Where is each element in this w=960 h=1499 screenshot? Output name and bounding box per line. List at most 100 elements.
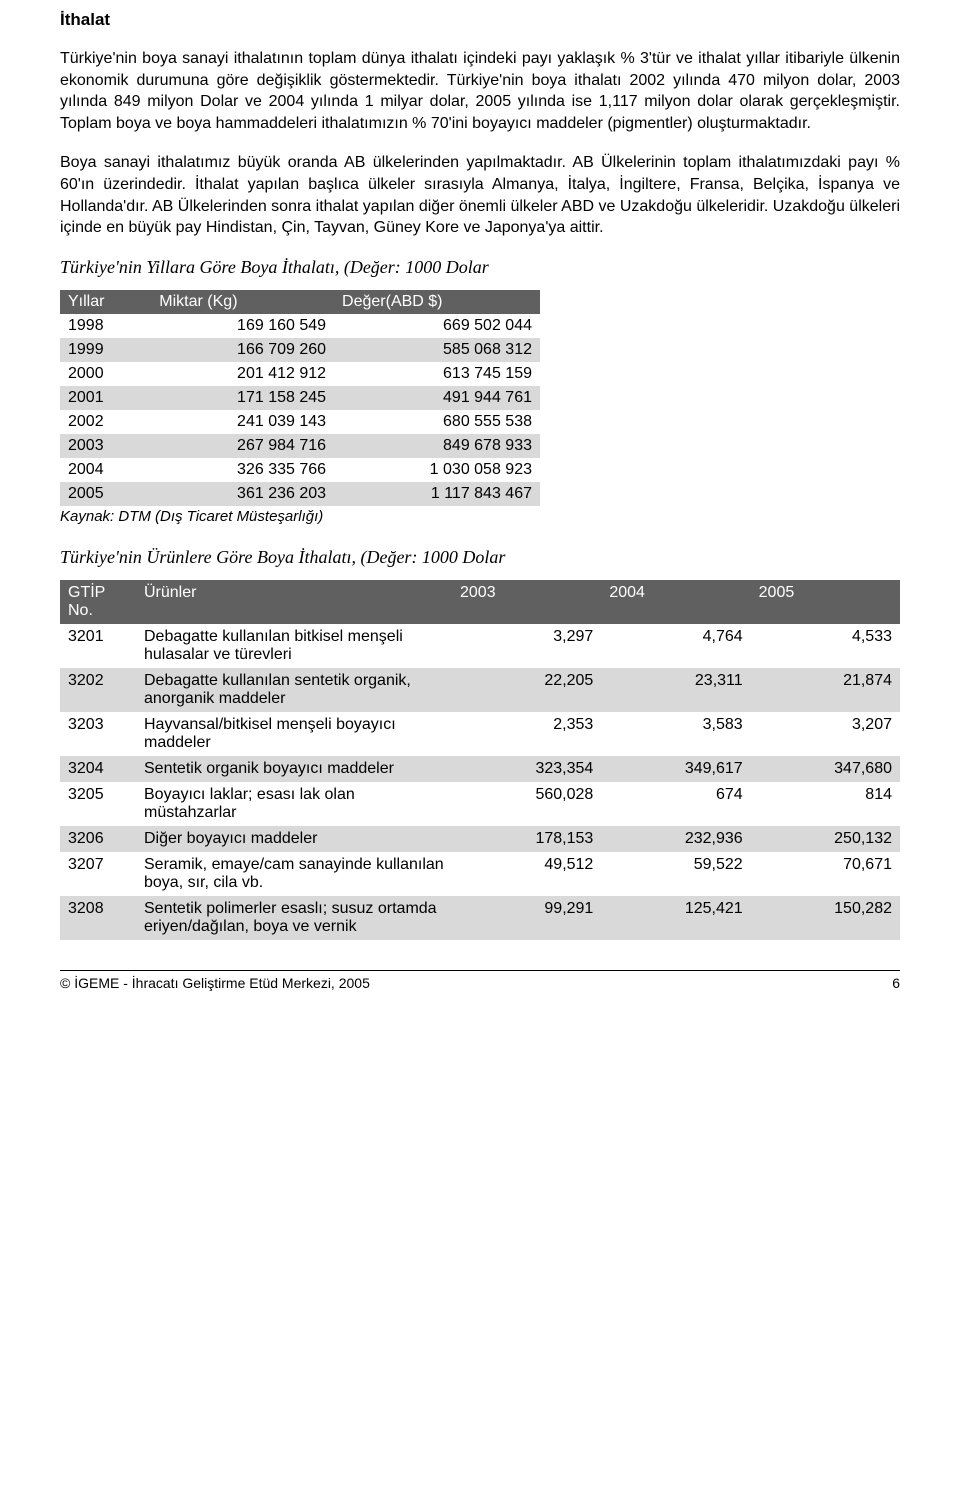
cell-value: 680 555 538 [334,410,540,434]
cell-gtip: 3206 [60,826,136,852]
table-product-import: GTİP No. Ürünler 2003 2004 2005 3201Deba… [60,580,900,940]
cell-2003: 2,353 [452,712,601,756]
table-row: 2000201 412 912613 745 159 [60,362,540,386]
cell-product: Seramik, emaye/cam sanayinde kullanılan … [136,852,452,896]
table2-h-product: Ürünler [136,580,452,624]
table1-h-year: Yıllar [60,290,151,314]
table-row: 2001171 158 245491 944 761 [60,386,540,410]
cell-2003: 323,354 [452,756,601,782]
cell-2003: 99,291 [452,896,601,940]
cell-product: Sentetik polimerler esaslı; susuz ortamd… [136,896,452,940]
table-row: 3205Boyayıcı laklar; esası lak olan müst… [60,782,900,826]
table2-h-2003: 2003 [452,580,601,624]
cell-qty: 267 984 716 [151,434,334,458]
table-row: 2003267 984 716849 678 933 [60,434,540,458]
cell-2004: 4,764 [601,624,750,668]
paragraph-1: Türkiye'nin boya sanayi ithalatının topl… [60,48,900,134]
cell-2004: 59,522 [601,852,750,896]
cell-2003: 178,153 [452,826,601,852]
footer-copyright: © İGEME - İhracatı Geliştirme Etüd Merke… [60,975,370,991]
cell-2005: 4,533 [751,624,900,668]
cell-year: 2003 [60,434,151,458]
table-row: 3206Diğer boyayıcı maddeler178,153232,93… [60,826,900,852]
table-row: 3202Debagatte kullanılan sentetik organi… [60,668,900,712]
cell-2003: 3,297 [452,624,601,668]
cell-2004: 125,421 [601,896,750,940]
cell-gtip: 3201 [60,624,136,668]
table2-title: Türkiye'nin Ürünlere Göre Boya İthalatı,… [60,547,900,568]
table-row: 3201Debagatte kullanılan bitkisel menşel… [60,624,900,668]
cell-2003: 49,512 [452,852,601,896]
table1-title: Türkiye'nin Yillara Göre Boya İthalatı, … [60,257,900,278]
table-row: 1999166 709 260585 068 312 [60,338,540,362]
table-row: 3207Seramik, emaye/cam sanayinde kullanı… [60,852,900,896]
table2-h-gtip: GTİP No. [60,580,136,624]
cell-2004: 23,311 [601,668,750,712]
cell-2005: 21,874 [751,668,900,712]
cell-qty: 361 236 203 [151,482,334,506]
table-row: 3203Hayvansal/bitkisel menşeli boyayıcı … [60,712,900,756]
table-row: 1998169 160 549669 502 044 [60,314,540,338]
cell-gtip: 3204 [60,756,136,782]
cell-gtip: 3203 [60,712,136,756]
footer-page-number: 6 [892,975,900,991]
table1-h-value: Değer(ABD $) [334,290,540,314]
cell-gtip: 3208 [60,896,136,940]
cell-2004: 349,617 [601,756,750,782]
cell-qty: 166 709 260 [151,338,334,362]
cell-2005: 347,680 [751,756,900,782]
page-root: İthalat Türkiye'nin boya sanayi ithalatı… [0,0,960,1011]
table-row: 2002241 039 143680 555 538 [60,410,540,434]
table-row: 2005361 236 2031 117 843 467 [60,482,540,506]
table2-header-row: GTİP No. Ürünler 2003 2004 2005 [60,580,900,624]
cell-value: 1 030 058 923 [334,458,540,482]
cell-2004: 232,936 [601,826,750,852]
cell-value: 491 944 761 [334,386,540,410]
section-title: İthalat [60,10,900,30]
cell-gtip: 3205 [60,782,136,826]
cell-year: 2004 [60,458,151,482]
cell-qty: 201 412 912 [151,362,334,386]
cell-year: 2002 [60,410,151,434]
cell-2005: 70,671 [751,852,900,896]
table1-header-row: Yıllar Miktar (Kg) Değer(ABD $) [60,290,540,314]
table2-h-2005: 2005 [751,580,900,624]
cell-qty: 241 039 143 [151,410,334,434]
cell-value: 613 745 159 [334,362,540,386]
cell-2003: 22,205 [452,668,601,712]
cell-value: 669 502 044 [334,314,540,338]
table1-source: Kaynak: DTM (Dış Ticaret Müsteşarlığı) [60,508,900,525]
cell-product: Sentetik organik boyayıcı maddeler [136,756,452,782]
cell-year: 1998 [60,314,151,338]
table-row: 3208Sentetik polimerler esaslı; susuz or… [60,896,900,940]
cell-year: 2001 [60,386,151,410]
paragraph-2: Boya sanayi ithalatımız büyük oranda AB … [60,152,900,238]
cell-product: Diğer boyayıcı maddeler [136,826,452,852]
table-row: 3204Sentetik organik boyayıcı maddeler32… [60,756,900,782]
cell-2004: 3,583 [601,712,750,756]
cell-product: Hayvansal/bitkisel menşeli boyayıcı madd… [136,712,452,756]
cell-2005: 150,282 [751,896,900,940]
cell-year: 2005 [60,482,151,506]
page-footer: © İGEME - İhracatı Geliştirme Etüd Merke… [60,970,900,991]
cell-year: 2000 [60,362,151,386]
cell-2004: 674 [601,782,750,826]
cell-value: 585 068 312 [334,338,540,362]
cell-product: Debagatte kullanılan bitkisel menşeli hu… [136,624,452,668]
cell-value: 1 117 843 467 [334,482,540,506]
cell-gtip: 3202 [60,668,136,712]
cell-year: 1999 [60,338,151,362]
cell-2003: 560,028 [452,782,601,826]
cell-2005: 3,207 [751,712,900,756]
table-row: 2004326 335 7661 030 058 923 [60,458,540,482]
table1-h-qty: Miktar (Kg) [151,290,334,314]
cell-gtip: 3207 [60,852,136,896]
cell-product: Boyayıcı laklar; esası lak olan müstahza… [136,782,452,826]
cell-product: Debagatte kullanılan sentetik organik, a… [136,668,452,712]
cell-2005: 814 [751,782,900,826]
cell-qty: 169 160 549 [151,314,334,338]
table2-h-2004: 2004 [601,580,750,624]
cell-2005: 250,132 [751,826,900,852]
cell-value: 849 678 933 [334,434,540,458]
cell-qty: 171 158 245 [151,386,334,410]
